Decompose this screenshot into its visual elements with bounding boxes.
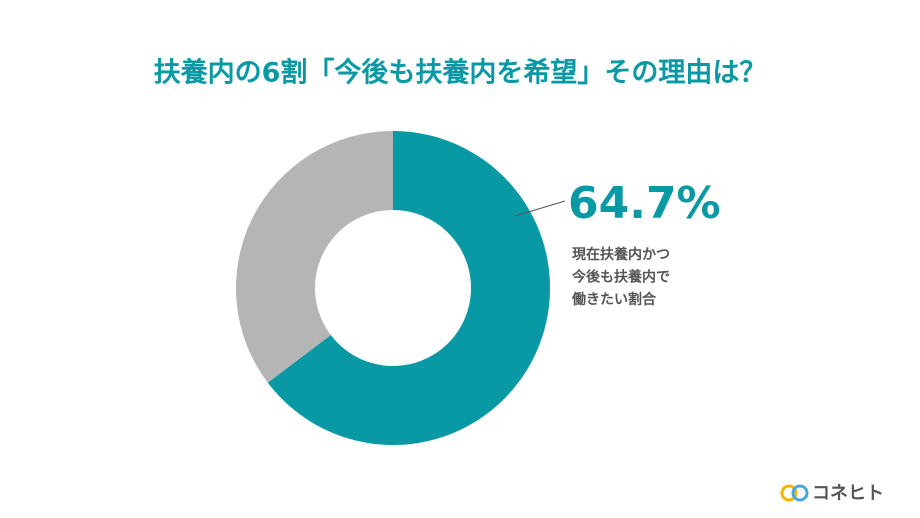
brand-logo: コネヒト (780, 483, 884, 504)
donut-segment (236, 131, 393, 383)
value-label: 64.7% (568, 178, 721, 229)
leader-line (514, 200, 566, 217)
donut-segment (267, 131, 550, 445)
category-label: 現在扶養内かつ今後も扶養内で働きたい割合 (571, 246, 670, 308)
logo-ring (780, 484, 798, 502)
brand-name: コネヒト (812, 483, 884, 504)
logo-ring (791, 484, 809, 502)
chart-title: 扶養内の6割「今後も扶養内を希望」その理由は？ (154, 57, 767, 89)
